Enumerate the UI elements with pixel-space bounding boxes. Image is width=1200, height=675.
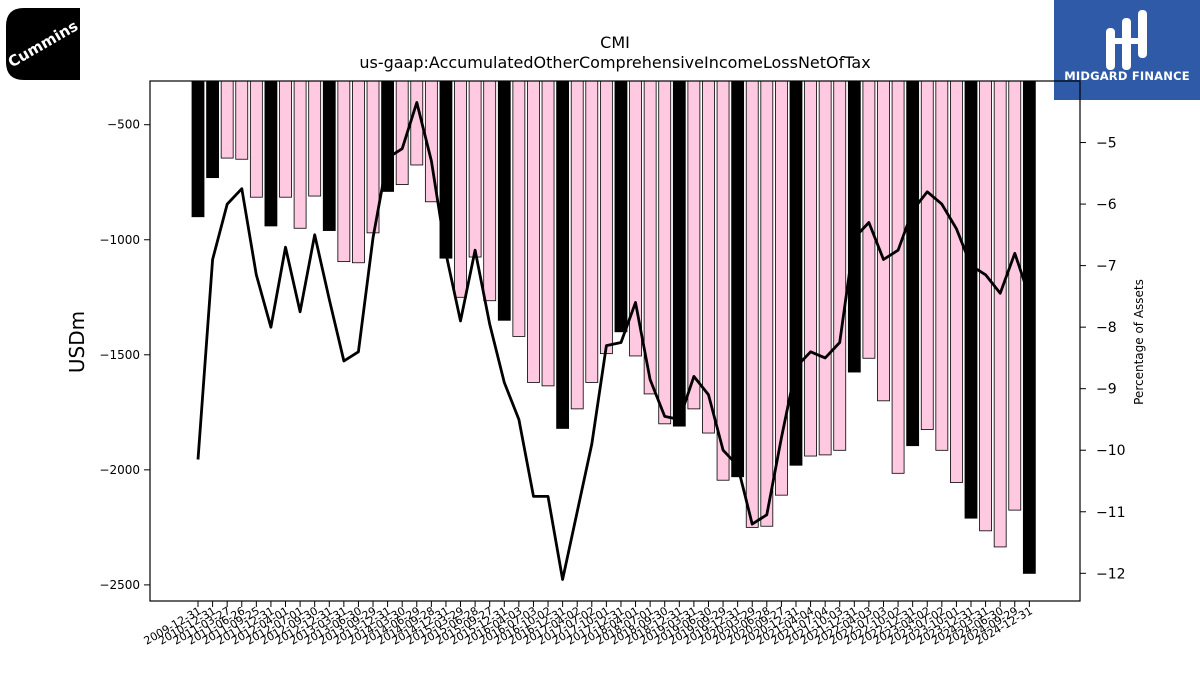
bar: [512, 80, 526, 337]
bar: [585, 80, 599, 383]
bar: [191, 80, 205, 218]
bar: [337, 80, 351, 263]
y2-axis: −5 −6 −7 −8 −9 −10 −11 −12: [1080, 136, 1126, 582]
y-axis: −500 −1000 −1500 −2000 −2500: [99, 118, 150, 592]
bar: [760, 80, 774, 527]
plot-area: [149, 80, 1081, 602]
y-tick-label: −2000: [99, 463, 140, 477]
bar: [599, 80, 613, 355]
chart-subtitle: us-gaap:AccumulatedOtherComprehensiveInc…: [359, 53, 870, 72]
y2-tick-label: −10: [1096, 443, 1126, 459]
bar: [497, 80, 511, 321]
bar: [877, 80, 890, 402]
bar: [614, 80, 628, 333]
y-axis-label: USDm: [65, 311, 89, 373]
bar: [702, 80, 715, 434]
chart-title: CMI: [600, 33, 630, 52]
bar: [352, 80, 365, 264]
midgard-finance-logo: MIDGARD FINANCE: [1054, 0, 1200, 100]
bar: [716, 80, 730, 481]
bar: [527, 80, 540, 383]
bar: [906, 80, 920, 447]
bar: [220, 80, 234, 159]
y-tick-label: −2500: [99, 578, 140, 592]
bar: [570, 80, 584, 410]
bar: [658, 80, 672, 425]
cummins-logo: Cummins: [4, 4, 88, 82]
bar: [322, 80, 336, 231]
y2-tick-label: −6: [1096, 197, 1117, 213]
y-tick-label: −1500: [99, 348, 140, 362]
bar: [672, 80, 686, 427]
bar: [468, 80, 482, 258]
bar: [950, 80, 963, 483]
bar: [979, 80, 992, 532]
bar: [731, 80, 745, 478]
bar: [862, 80, 876, 359]
y2-tick-label: −5: [1096, 136, 1117, 152]
y-tick-label: −1000: [99, 233, 140, 247]
bar-series: [191, 80, 1036, 574]
bar: [308, 80, 322, 197]
bar: [249, 80, 263, 198]
bar: [687, 80, 701, 410]
bar: [264, 80, 278, 227]
y2-tick-label: −7: [1096, 259, 1117, 275]
y2-tick-label: −11: [1096, 505, 1126, 521]
bar: [235, 80, 249, 160]
y-tick-label: −500: [107, 118, 140, 132]
bar: [483, 80, 497, 302]
bar: [293, 80, 307, 229]
bar: [920, 80, 934, 430]
midgard-finance-text: MIDGARD FINANCE: [1064, 69, 1190, 83]
y2-tick-label: −9: [1096, 382, 1117, 398]
midgard-mark-icon: [1106, 10, 1147, 70]
bar: [993, 80, 1007, 548]
bar: [935, 80, 949, 451]
bar: [745, 80, 759, 528]
y2-axis-label: Percentage of Assets: [1132, 279, 1146, 405]
bar: [541, 80, 555, 387]
bar: [891, 80, 905, 474]
bar: [847, 80, 861, 373]
x-axis: 2009-12-312010-12-312011-03-272011-06-26…: [142, 601, 1035, 648]
y2-tick-label: −8: [1096, 320, 1117, 336]
bar: [964, 80, 978, 519]
line-series: [196, 101, 1031, 581]
bar: [1022, 80, 1036, 574]
bar: [279, 80, 292, 198]
bar: [789, 80, 803, 466]
bar: [818, 80, 832, 456]
bar: [454, 80, 467, 298]
y2-tick-label: −12: [1096, 566, 1126, 582]
percentage-line: [196, 101, 1031, 581]
bar: [1008, 80, 1022, 511]
bar: [556, 80, 570, 429]
bar: [643, 80, 657, 395]
bar: [804, 80, 817, 457]
bar: [833, 80, 847, 451]
bar: [206, 80, 219, 179]
